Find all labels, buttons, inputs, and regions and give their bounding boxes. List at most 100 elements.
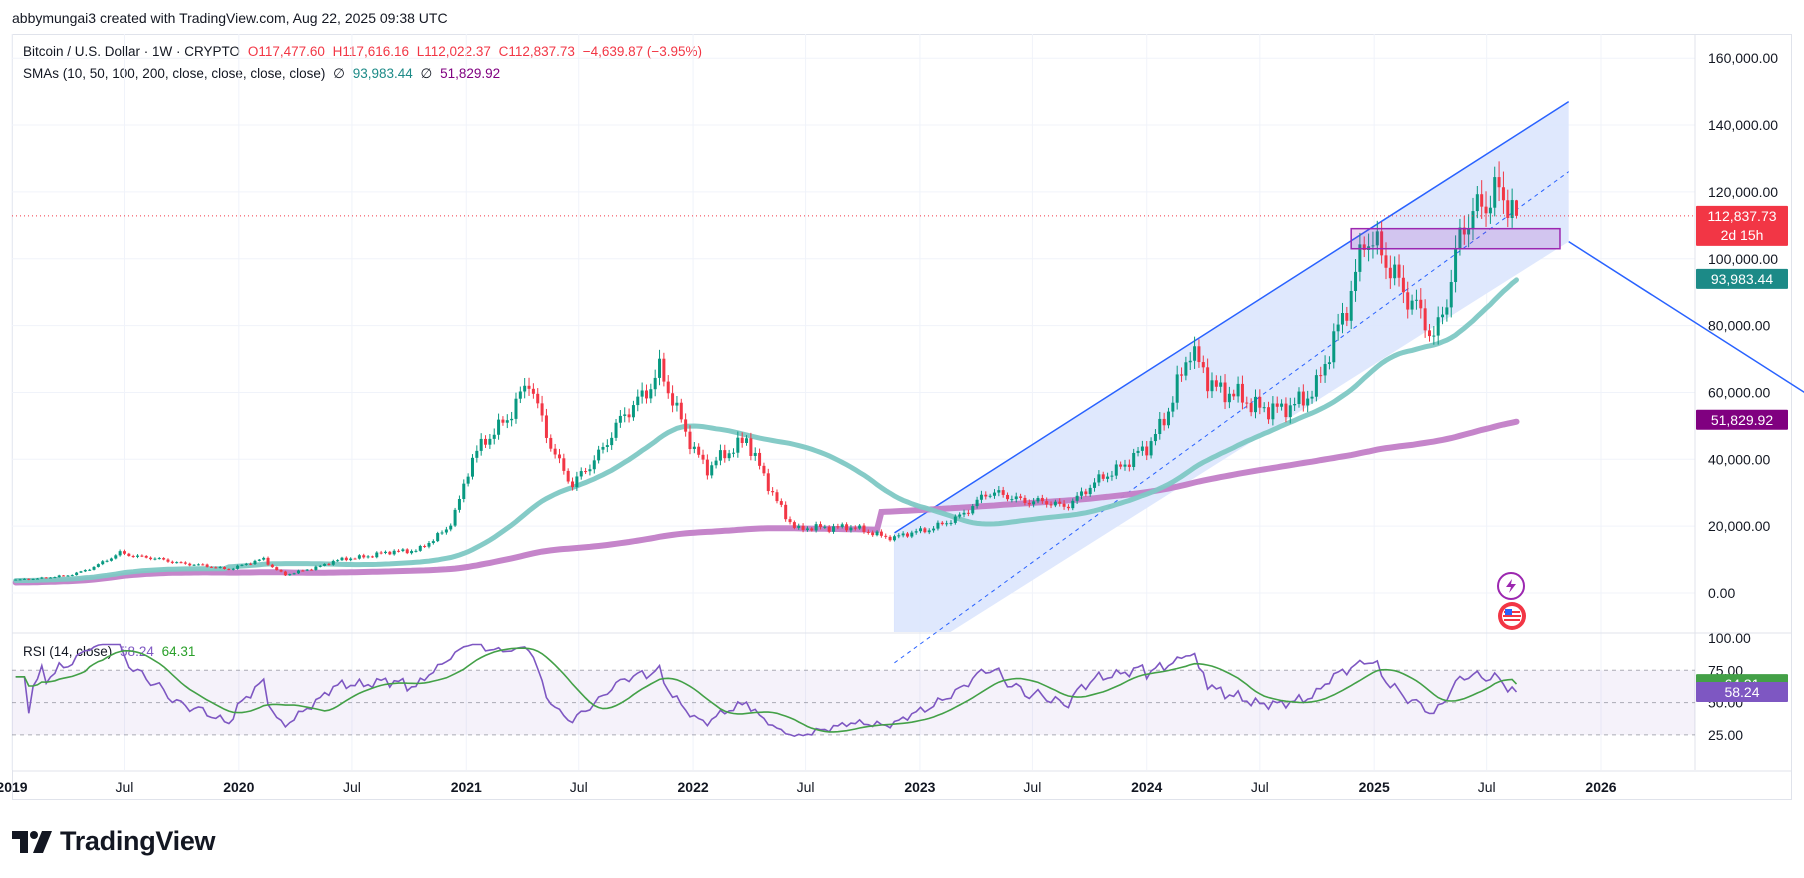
- candle-body: [1262, 407, 1266, 409]
- candle-body: [296, 570, 300, 574]
- candle-body: [262, 557, 266, 560]
- candle-body: [218, 567, 222, 569]
- candle-body: [179, 562, 183, 564]
- candle-body: [96, 564, 100, 567]
- candle-body: [401, 549, 405, 552]
- sma-lines: [12, 277, 1520, 586]
- candle-body: [614, 422, 618, 438]
- candle-body: [514, 398, 518, 419]
- candle-body: [1032, 501, 1036, 505]
- logo-wordmark: TradingView: [60, 826, 216, 856]
- candle-body: [1175, 374, 1179, 403]
- candle-body: [1214, 380, 1218, 387]
- candle-body: [714, 460, 718, 466]
- candle-body: [1471, 211, 1475, 229]
- lightning-icon[interactable]: [1497, 572, 1525, 600]
- candle-body: [740, 437, 744, 444]
- candle-body: [840, 524, 844, 527]
- time-axis[interactable]: 2019 Jul 2020 Jul 2021 Jul 2022 Jul 2023 Jul 2024 J…: [0, 779, 1617, 795]
- candle-body: [1510, 200, 1514, 218]
- candle-body: [1467, 228, 1471, 235]
- candle-body: [279, 570, 283, 572]
- sma-legend[interactable]: SMAs (10, 50, 100, 200, close, close, cl…: [23, 66, 504, 82]
- last-price-tag-bg: [1696, 205, 1788, 246]
- candle-body: [688, 431, 692, 450]
- candle-body: [66, 575, 70, 577]
- ohlc-change: −4,639.87 (−3.95%): [582, 44, 703, 59]
- candle-body: [153, 558, 157, 560]
- candle-body: [745, 438, 749, 444]
- ohlc-close: C112,837.73: [498, 44, 575, 59]
- candle-body: [540, 403, 544, 416]
- candle-body: [75, 572, 79, 576]
- candle-body: [701, 454, 705, 460]
- candle-body: [1253, 396, 1257, 413]
- sma-50-tag-bg: [1696, 268, 1788, 289]
- candle-body: [1062, 503, 1066, 507]
- candle-body: [1267, 407, 1271, 420]
- candle-body: [597, 449, 601, 461]
- price-axis[interactable]: 160,000.00 140,000.00 120,000.00 100,000.00…: [1708, 50, 1778, 601]
- candle-body: [718, 450, 722, 461]
- price-channel[interactable]: [893, 101, 1804, 664]
- resistance-zone[interactable]: [1350, 227, 1561, 250]
- candle-body: [1184, 362, 1188, 376]
- candle-body: [196, 564, 200, 566]
- candle-body: [157, 558, 161, 560]
- sma-200-line: [12, 418, 1520, 586]
- candle-body: [92, 566, 96, 570]
- candle-body: [531, 388, 535, 394]
- candle-body: [283, 571, 287, 576]
- time-tick-label: Jul: [1251, 779, 1269, 795]
- candle-body: [605, 445, 609, 447]
- candle-body: [1079, 491, 1083, 496]
- sma-200-tag: 51,829.92: [1711, 412, 1773, 428]
- candle-body: [705, 459, 709, 476]
- candle-body: [1258, 396, 1262, 408]
- candle-body: [1449, 282, 1453, 308]
- candle-body: [562, 458, 566, 471]
- candle-body: [370, 556, 374, 558]
- candle-body: [1040, 497, 1044, 502]
- candle-body: [949, 522, 953, 524]
- candle-body: [1423, 308, 1427, 331]
- time-tick-label: Jul: [343, 779, 361, 795]
- candle-body: [310, 569, 314, 571]
- candle-body: [1371, 245, 1375, 247]
- candle-body: [836, 526, 840, 528]
- candle-body: [492, 434, 496, 439]
- candle-body: [1249, 403, 1253, 413]
- candle-body: [571, 481, 575, 488]
- candle-body: [1319, 375, 1323, 377]
- candle-body: [1075, 495, 1079, 501]
- candle-body: [327, 563, 331, 565]
- candle-body: [1071, 500, 1075, 509]
- candle-body: [14, 579, 18, 581]
- price-tick-label: 160,000.00: [1708, 50, 1778, 66]
- candle-body: [805, 528, 809, 530]
- candle-body: [1245, 402, 1249, 404]
- candle-body: [527, 385, 531, 389]
- candle-body: [1354, 271, 1358, 292]
- price-tick-label: 100,000.00: [1708, 251, 1778, 267]
- candle-body: [914, 531, 918, 533]
- tradingview-logo[interactable]: TradingView: [12, 826, 216, 857]
- candle-body: [1362, 244, 1366, 250]
- candle-body: [905, 533, 909, 537]
- candle-body: [201, 564, 205, 566]
- candle-body: [1153, 433, 1157, 442]
- candle-body: [366, 556, 370, 558]
- symbol-legend[interactable]: Bitcoin / U.S. Dollar · 1W · CRYPTO O117…: [23, 44, 706, 59]
- candle-body: [588, 469, 592, 472]
- candle-body: [871, 532, 875, 536]
- candle-body: [1475, 194, 1479, 212]
- candle-body: [1310, 396, 1314, 399]
- candle-body: [405, 549, 409, 554]
- candle-body: [775, 492, 779, 502]
- candle-body: [440, 532, 444, 534]
- us-flag-icon[interactable]: [1498, 602, 1526, 630]
- candle-body: [879, 531, 883, 536]
- candle-body: [710, 465, 714, 476]
